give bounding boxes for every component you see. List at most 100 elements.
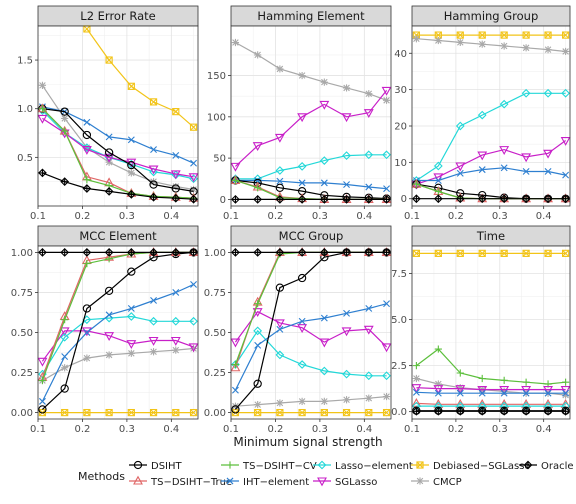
data-point <box>412 406 421 416</box>
data-point <box>383 185 391 193</box>
data-point <box>320 179 328 187</box>
data-point <box>500 249 508 257</box>
data-point <box>149 248 158 257</box>
series-debiased-sglasso <box>412 249 570 257</box>
series-line <box>416 387 566 391</box>
data-point <box>254 400 262 409</box>
data-point <box>412 374 420 383</box>
data-point <box>434 380 442 388</box>
data-point <box>561 88 570 98</box>
data-point <box>297 273 307 283</box>
data-point <box>82 184 92 193</box>
legend-item-lasso-element: Lasso−element <box>313 460 413 472</box>
series-line <box>41 108 194 199</box>
data-point <box>231 405 240 414</box>
data-point <box>297 195 307 204</box>
data-point <box>320 397 328 405</box>
y-tick-label: 7.5 <box>391 269 407 280</box>
data-point <box>544 389 552 397</box>
data-point <box>276 408 284 417</box>
data-point <box>60 384 69 393</box>
data-point <box>82 130 92 140</box>
data-point <box>544 249 552 257</box>
panel-title: Time <box>476 229 505 243</box>
legend-label: Oracle <box>541 461 574 472</box>
legend-key <box>226 461 234 469</box>
legend-label: CMCP <box>433 477 462 488</box>
x-tick-label: 0.1 <box>223 211 239 222</box>
x-tick-label: 0.1 <box>30 424 46 435</box>
y-tick-label: 0 <box>401 194 407 205</box>
data-point <box>522 378 530 386</box>
data-point <box>297 113 308 123</box>
series-debiased-sglasso <box>38 408 198 417</box>
data-point <box>521 406 531 416</box>
data-point <box>434 36 442 45</box>
data-point <box>252 308 263 318</box>
data-point <box>433 173 444 183</box>
data-point <box>499 99 509 109</box>
data-point <box>190 280 198 288</box>
data-point <box>59 327 70 337</box>
data-point <box>365 305 373 312</box>
data-point <box>365 90 373 98</box>
data-point <box>382 150 391 160</box>
data-point <box>83 118 91 126</box>
data-point <box>126 248 136 257</box>
x-tick-label: 0.3 <box>119 211 135 222</box>
data-point <box>149 98 158 106</box>
data-point <box>319 100 330 110</box>
series-sglasso <box>230 308 392 353</box>
data-point <box>456 169 464 177</box>
legend-label: TS−DSIHT−CV <box>242 461 317 472</box>
data-point <box>104 187 114 196</box>
data-point <box>276 399 284 407</box>
x-tick-label: 0.4 <box>356 424 372 435</box>
data-point <box>253 195 263 204</box>
x-tick-label: 0.3 <box>492 424 508 435</box>
data-point <box>253 248 263 257</box>
data-point <box>38 168 47 178</box>
legend-key <box>317 477 327 487</box>
legend-label: TS−DSIHT−True <box>150 477 232 488</box>
x-tick-label: 0.4 <box>163 211 179 222</box>
data-point <box>499 146 510 155</box>
legend-label: Lasso−element <box>335 461 413 472</box>
data-point <box>477 386 488 395</box>
data-point <box>82 304 92 313</box>
data-point <box>298 408 306 417</box>
panel-title: MCC Element <box>79 229 157 243</box>
data-point <box>190 159 198 167</box>
data-point <box>297 324 308 334</box>
data-point <box>363 109 374 119</box>
series-line <box>416 167 566 182</box>
y-tick-label: 5.0 <box>391 315 407 326</box>
data-point <box>319 156 329 165</box>
legend-item-cmcp: CMCP <box>411 477 462 488</box>
panel-title: L2 Error Rate <box>80 9 155 23</box>
axes: 0.1 0.2 0.3 0.4 0.5 1.0 1.5 <box>17 56 179 222</box>
data-point <box>561 194 570 204</box>
series-cmcp <box>231 38 391 104</box>
data-point <box>544 46 552 54</box>
legend-item-iht-element: IHT−element <box>221 477 309 488</box>
data-point <box>365 408 373 417</box>
panel-border <box>411 245 571 420</box>
data-point <box>61 364 69 372</box>
data-point <box>319 248 329 257</box>
data-point <box>500 31 508 39</box>
series-dsiht <box>38 104 198 196</box>
data-point <box>477 194 487 204</box>
series-iht-element <box>231 300 391 394</box>
data-point <box>253 326 263 336</box>
data-point <box>478 249 486 257</box>
series-line <box>416 391 566 394</box>
data-point <box>189 185 198 194</box>
data-point <box>81 146 92 155</box>
data-point <box>172 108 180 116</box>
y-tick-label: 1.5 <box>17 56 33 67</box>
data-point <box>521 194 531 204</box>
data-point <box>560 136 571 146</box>
data-point <box>382 248 391 257</box>
data-point <box>499 194 509 204</box>
